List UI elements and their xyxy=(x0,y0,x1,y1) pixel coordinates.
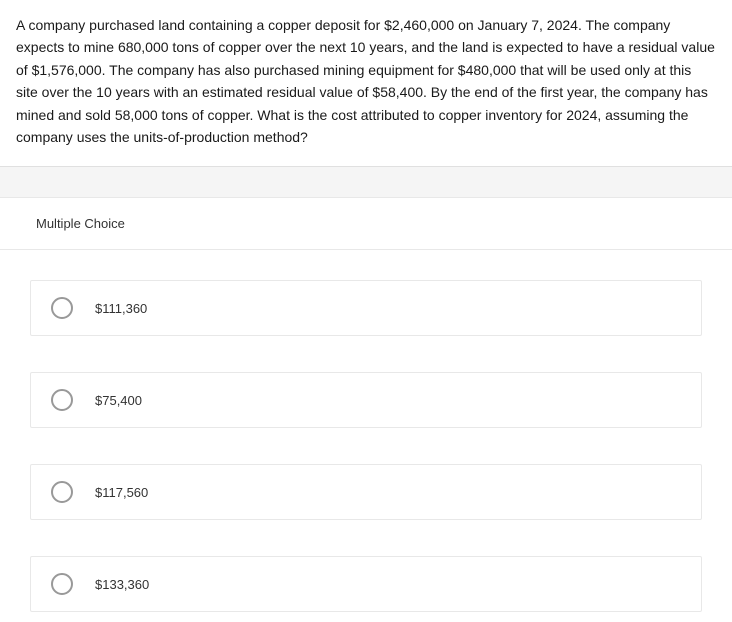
option-item[interactable]: $117,560 xyxy=(30,464,702,520)
option-label: $133,360 xyxy=(95,577,149,592)
question-container: A company purchased land containing a co… xyxy=(0,0,732,167)
answers-section: Multiple Choice $111,360 $75,400 $117,56… xyxy=(0,197,732,622)
option-label: $111,360 xyxy=(95,301,147,316)
radio-icon xyxy=(51,573,73,595)
question-text: A company purchased land containing a co… xyxy=(16,14,716,148)
option-label: $117,560 xyxy=(95,485,148,500)
option-item[interactable]: $111,360 xyxy=(30,280,702,336)
options-wrapper: $111,360 $75,400 $117,560 $133,360 xyxy=(0,250,732,622)
radio-icon xyxy=(51,389,73,411)
option-label: $75,400 xyxy=(95,393,142,408)
radio-icon xyxy=(51,481,73,503)
option-item[interactable]: $75,400 xyxy=(30,372,702,428)
section-label: Multiple Choice xyxy=(0,198,732,250)
radio-icon xyxy=(51,297,73,319)
option-item[interactable]: $133,360 xyxy=(30,556,702,612)
